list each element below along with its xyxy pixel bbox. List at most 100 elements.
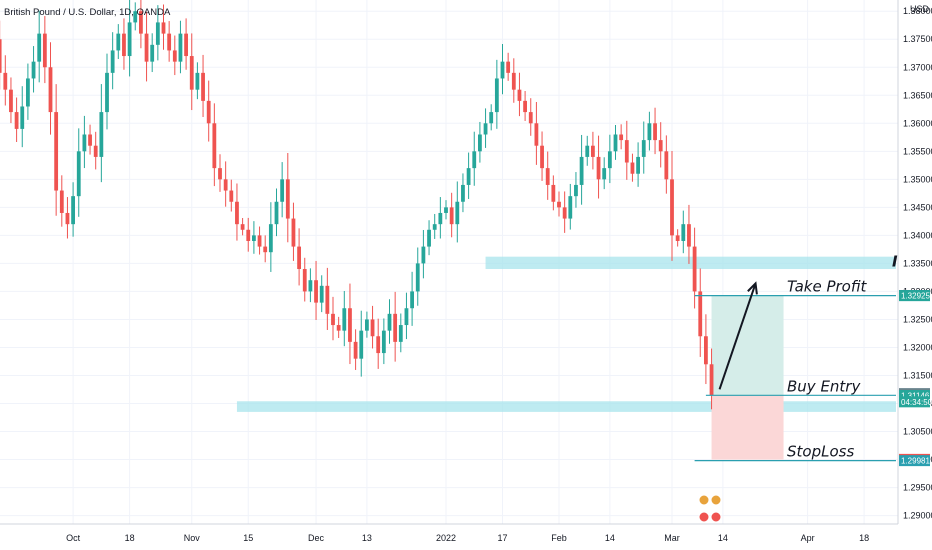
price-axis-background	[898, 0, 932, 550]
resistance-zone	[485, 256, 896, 270]
candle-body	[466, 168, 471, 185]
candle-body	[636, 156, 640, 174]
candle-body	[14, 112, 19, 129]
candle-body	[438, 212, 443, 225]
candle-body	[195, 72, 200, 90]
candle-body	[528, 112, 533, 124]
candle-body	[664, 151, 669, 180]
candle-body	[630, 162, 635, 174]
x-tick-label: Apr	[801, 533, 815, 543]
x-tick-label: Nov	[184, 533, 201, 543]
candle-body	[415, 263, 420, 292]
y-tick-label: 1.33500	[903, 258, 932, 268]
candle-body	[568, 196, 573, 219]
price-badge-text: 1.31146	[901, 391, 930, 400]
candle-body	[54, 112, 59, 191]
candle-body	[172, 50, 177, 62]
y-tick-label: 1.29500	[903, 483, 932, 493]
candle-body	[342, 308, 347, 331]
candle-body	[427, 229, 431, 247]
candle-body	[144, 33, 149, 62]
candle-body	[99, 112, 104, 157]
candle-body	[432, 224, 437, 230]
y-tick-label: 1.38000	[903, 6, 932, 16]
candle-body	[410, 291, 414, 309]
candle-body	[189, 56, 194, 90]
candle-body	[331, 313, 335, 326]
candle-body	[455, 201, 460, 225]
candle-body	[308, 280, 313, 292]
candle-body	[82, 134, 87, 152]
candle-body	[302, 269, 307, 292]
candle-body	[133, 11, 138, 23]
candle-body	[461, 184, 465, 202]
candle-body	[9, 89, 13, 113]
support-zone	[236, 401, 896, 412]
x-tick-label: Oct	[66, 533, 81, 543]
candle-body	[122, 33, 126, 57]
candle-body	[709, 364, 714, 396]
candle-body	[0, 39, 2, 73]
candle-body	[506, 61, 511, 73]
candle-body	[687, 224, 691, 247]
y-tick-label: 1.30500	[903, 427, 932, 437]
candle-body	[398, 325, 403, 342]
y-tick-label: 1.32500	[903, 314, 932, 324]
candle-body	[585, 145, 590, 157]
x-tick-label: 13	[362, 533, 372, 543]
candle-body	[48, 67, 53, 113]
x-tick-label: 18	[125, 533, 135, 543]
x-tick-label: Feb	[551, 533, 567, 543]
candle-body	[557, 201, 561, 208]
candle-body	[150, 44, 155, 62]
candle-body	[511, 72, 516, 90]
candle-body	[370, 319, 375, 337]
candle-body	[291, 218, 296, 247]
candle-body	[574, 184, 578, 197]
stop-loss-label: StopLoss	[787, 443, 854, 461]
candle-body	[681, 224, 686, 241]
candle-body	[591, 145, 595, 157]
candle-body	[494, 78, 499, 113]
candle-body	[31, 61, 36, 79]
candle-body	[212, 123, 217, 169]
candle-body	[359, 330, 364, 359]
candle-body	[246, 229, 251, 241]
candle-body	[365, 319, 369, 331]
buy-entry-label: Buy Entry	[787, 377, 861, 395]
y-tick-label: 1.35000	[903, 174, 932, 184]
trend-arrow-head	[747, 281, 758, 295]
price-badge-text: 04:34:50	[901, 398, 932, 407]
x-tick-label: 15	[243, 533, 253, 543]
candle-body	[624, 140, 629, 163]
candle-body	[489, 112, 494, 124]
candle-body	[155, 22, 160, 45]
candle-body	[116, 33, 121, 51]
candle-body	[534, 123, 539, 146]
candle-body	[65, 212, 70, 225]
candle-body	[71, 196, 75, 225]
candle-body	[393, 313, 398, 342]
candle-body	[376, 336, 381, 354]
price-badge-text: 1.32925	[901, 292, 930, 301]
candle-body	[325, 285, 330, 314]
candle-body	[20, 106, 25, 129]
candle-body	[59, 190, 64, 213]
economic-event-icon	[698, 494, 710, 506]
y-tick-label: 1.29000	[903, 511, 932, 521]
candle-body	[404, 308, 409, 326]
candle-body	[444, 207, 448, 213]
price-badge	[899, 455, 930, 467]
chart-title: British Pound / U.S. Dollar, 1D, OANDA	[4, 7, 171, 18]
x-tick-label: 2022	[436, 533, 456, 543]
candle-body	[698, 291, 703, 337]
candle-body	[472, 151, 477, 169]
economic-event-icon	[710, 511, 722, 523]
candle-body	[268, 224, 273, 253]
price-badge-text: 1.29981	[901, 457, 930, 466]
candle-body	[653, 123, 657, 141]
candle-body	[274, 201, 279, 225]
candle-body	[602, 168, 607, 180]
candle-body	[161, 22, 166, 34]
